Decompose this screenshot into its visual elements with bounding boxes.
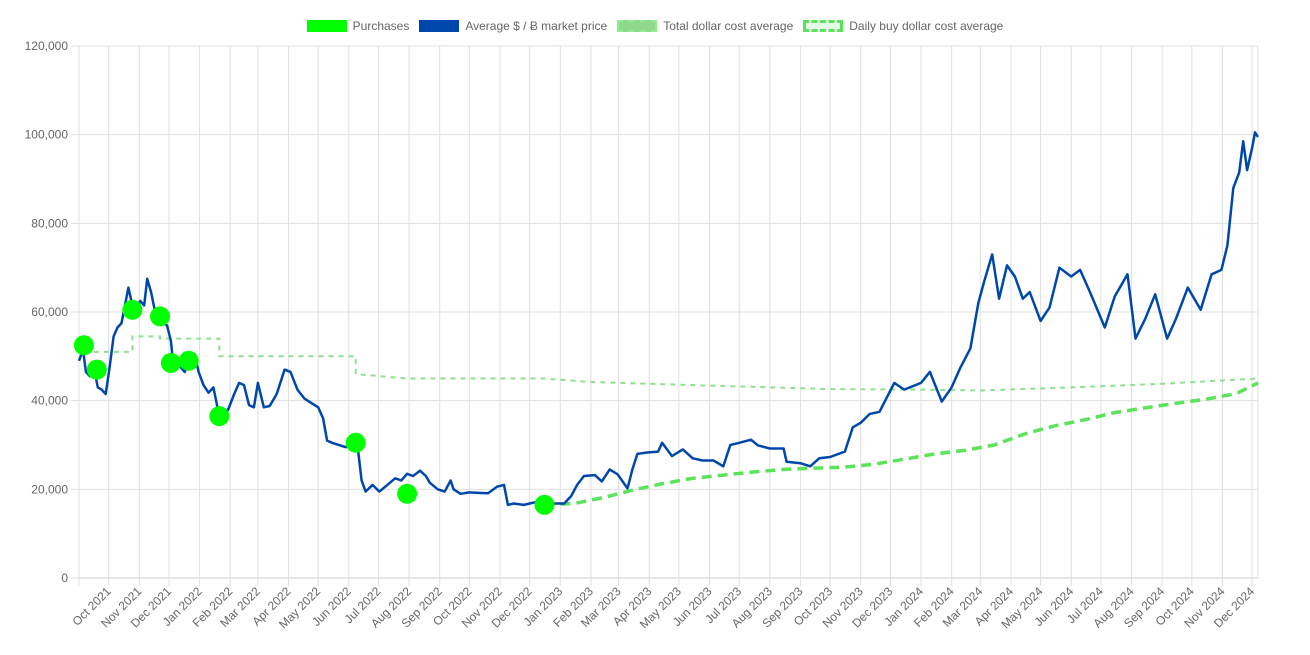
market-price-swatch-icon [419, 20, 460, 32]
legend-label: Total dollar cost average [663, 19, 794, 33]
legend-item-market-price[interactable]: Average $ / Ƀ market price [419, 19, 607, 33]
chart-legend: Purchases Average $ / Ƀ market price Tot… [0, 19, 1310, 33]
y-axis: 0 20,000 40,000 60,000 80,000 100,000 120,000 [25, 39, 69, 585]
y-tick-label: 40,000 [31, 394, 68, 408]
purchase-point[interactable] [122, 299, 143, 320]
y-tick-label: 120,000 [25, 39, 69, 53]
total-dca-line [83, 335, 1259, 392]
y-tick-label: 0 [61, 571, 68, 585]
purchase-point[interactable] [86, 359, 107, 380]
grid-lines [71, 45, 1259, 586]
legend-item-purchases[interactable]: Purchases [306, 19, 410, 33]
purchase-point[interactable] [209, 406, 230, 427]
purchases-swatch-icon [306, 20, 347, 32]
y-tick-label: 80,000 [31, 216, 68, 230]
legend-item-total-dca[interactable]: Total dollar cost average [617, 19, 793, 33]
legend-label: Average $ / Ƀ market price [465, 19, 608, 33]
purchase-markers [73, 299, 555, 515]
y-tick-label: 60,000 [31, 305, 68, 319]
market-price-line [77, 131, 1260, 507]
daily-dca-swatch-icon [803, 20, 844, 32]
legend-label: Purchases [352, 19, 410, 33]
daily-dca-line [544, 381, 1259, 507]
purchase-point[interactable] [534, 494, 555, 515]
legend-item-daily-dca[interactable]: Daily buy dollar cost average [803, 19, 1003, 33]
purchase-point[interactable] [73, 335, 94, 356]
total-dca-swatch-icon [617, 20, 658, 32]
purchase-point[interactable] [160, 352, 181, 373]
legend-label: Daily buy dollar cost average [849, 19, 1004, 33]
purchase-point[interactable] [397, 483, 418, 504]
purchase-point[interactable] [150, 306, 171, 327]
purchase-point[interactable] [345, 432, 366, 453]
y-tick-label: 100,000 [25, 128, 69, 142]
y-tick-label: 20,000 [31, 482, 68, 496]
purchase-point[interactable] [178, 350, 199, 371]
